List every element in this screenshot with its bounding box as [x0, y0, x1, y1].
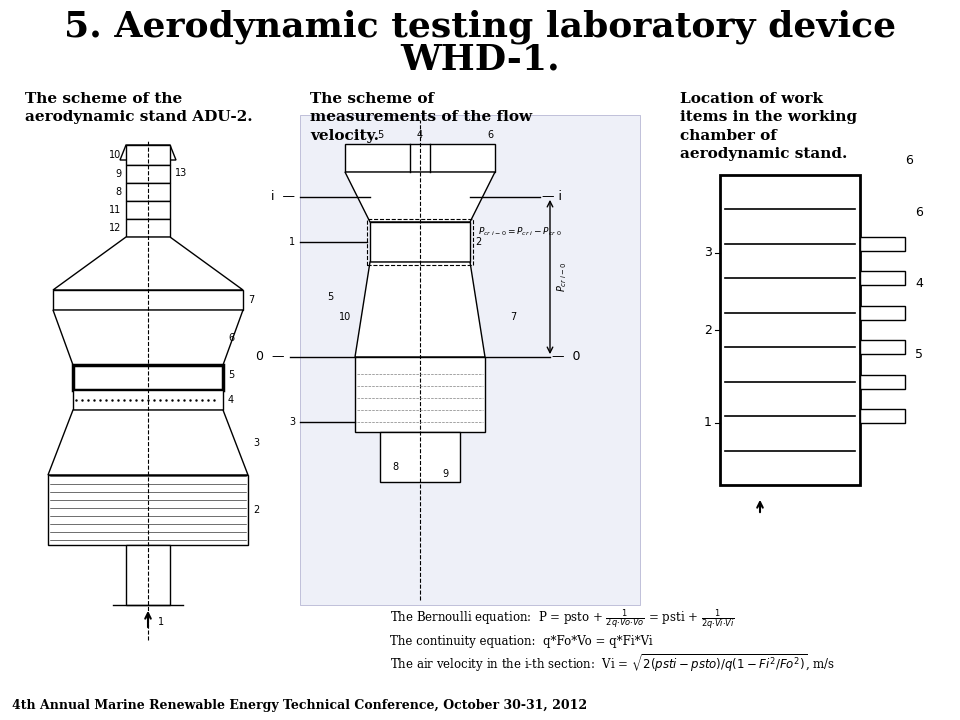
Bar	[126, 219, 170, 237]
Text: 11: 11	[108, 205, 121, 215]
Text: 8: 8	[115, 187, 121, 197]
Text: 3: 3	[289, 417, 295, 427]
Text: 5: 5	[915, 348, 923, 361]
Bar	[126, 183, 170, 201]
Polygon shape	[53, 237, 243, 290]
Bar	[860, 237, 905, 251]
Text: The Bernoulli equation:  P = psto + $\frac{1}{2q{\cdot}Vo{\cdot}Vo}$ = psti + $\: The Bernoulli equation: P = psto + $\fra…	[390, 608, 734, 632]
Text: 1: 1	[704, 416, 712, 430]
Text: 2: 2	[253, 505, 259, 515]
Text: The scheme of
measurements of the flow
velocity.: The scheme of measurements of the flow v…	[310, 92, 532, 143]
Bar	[860, 271, 905, 285]
Bar	[720, 175, 860, 485]
Bar	[126, 165, 170, 183]
Text: 10: 10	[108, 150, 121, 160]
Polygon shape	[120, 145, 176, 160]
Bar	[345, 144, 495, 172]
Text: 5: 5	[228, 370, 234, 380]
Text: 5: 5	[326, 292, 333, 302]
Text: 3: 3	[253, 438, 259, 448]
Bar	[370, 222, 470, 262]
Bar	[126, 145, 170, 165]
Text: Location of work
items in the working
chamber of
aerodynamic stand.: Location of work items in the working ch…	[680, 92, 857, 161]
Text: 4: 4	[915, 277, 923, 290]
Text: 7: 7	[510, 312, 516, 322]
Text: 4th Annual Marine Renewable Energy Technical Conference, October 30-31, 2012: 4th Annual Marine Renewable Energy Techn…	[12, 698, 588, 711]
Bar	[48, 475, 248, 545]
Text: 13: 13	[175, 168, 187, 178]
Text: 5. Aerodynamic testing laboratory device: 5. Aerodynamic testing laboratory device	[64, 10, 896, 44]
Text: 5: 5	[377, 130, 383, 140]
Bar	[860, 409, 905, 423]
Text: 6: 6	[487, 130, 493, 140]
Text: $P_{cr\ i-0} = P_{cr\ i} - P_{cr\ 0}$: $P_{cr\ i-0} = P_{cr\ i} - P_{cr\ 0}$	[478, 226, 562, 238]
Text: 4: 4	[417, 130, 423, 140]
Text: 1: 1	[158, 617, 164, 627]
Polygon shape	[345, 172, 495, 222]
Polygon shape	[48, 410, 248, 475]
Text: 4: 4	[228, 395, 234, 405]
Bar	[53, 290, 243, 310]
Bar	[300, 115, 640, 605]
Bar	[380, 432, 460, 482]
Text: 2: 2	[704, 323, 712, 336]
Text: 6: 6	[228, 333, 234, 343]
Text: 6: 6	[905, 153, 913, 166]
Bar	[126, 545, 170, 605]
Text: 6: 6	[915, 206, 923, 219]
Bar	[367, 219, 473, 265]
Bar	[126, 201, 170, 219]
Text: 9: 9	[442, 469, 448, 479]
Text: 9: 9	[115, 169, 121, 179]
Bar	[860, 306, 905, 320]
Text: 2: 2	[475, 237, 481, 247]
Bar	[860, 374, 905, 389]
Bar	[860, 341, 905, 354]
Text: $P_{cr\ i-0}$: $P_{cr\ i-0}$	[555, 261, 568, 292]
Text: i  —: i —	[271, 191, 295, 204]
Text: WHD-1.: WHD-1.	[400, 43, 560, 77]
Bar	[355, 357, 485, 432]
Bar	[73, 365, 223, 390]
Text: 8: 8	[392, 462, 398, 472]
Polygon shape	[355, 262, 485, 357]
Text: —  0: — 0	[552, 351, 581, 364]
Text: — i: — i	[542, 191, 562, 204]
Text: The scheme of the
aerodynamic stand ADU-2.: The scheme of the aerodynamic stand ADU-…	[25, 92, 252, 125]
Text: 10: 10	[339, 312, 351, 322]
Text: 1: 1	[289, 237, 295, 247]
Text: The continuity equation:  q*Fo*Vo = q*Fi*Vi: The continuity equation: q*Fo*Vo = q*Fi*…	[390, 636, 653, 649]
Text: 0  —: 0 —	[256, 351, 285, 364]
Bar	[73, 390, 223, 410]
Polygon shape	[53, 310, 243, 365]
Text: The air velocity in the i-th section:  Vi = $\sqrt{2(psti - psto)/q(1 - Fi^{2}/F: The air velocity in the i-th section: Vi…	[390, 653, 835, 675]
Text: 3: 3	[704, 246, 712, 259]
Text: 12: 12	[108, 223, 121, 233]
Text: 7: 7	[248, 295, 254, 305]
